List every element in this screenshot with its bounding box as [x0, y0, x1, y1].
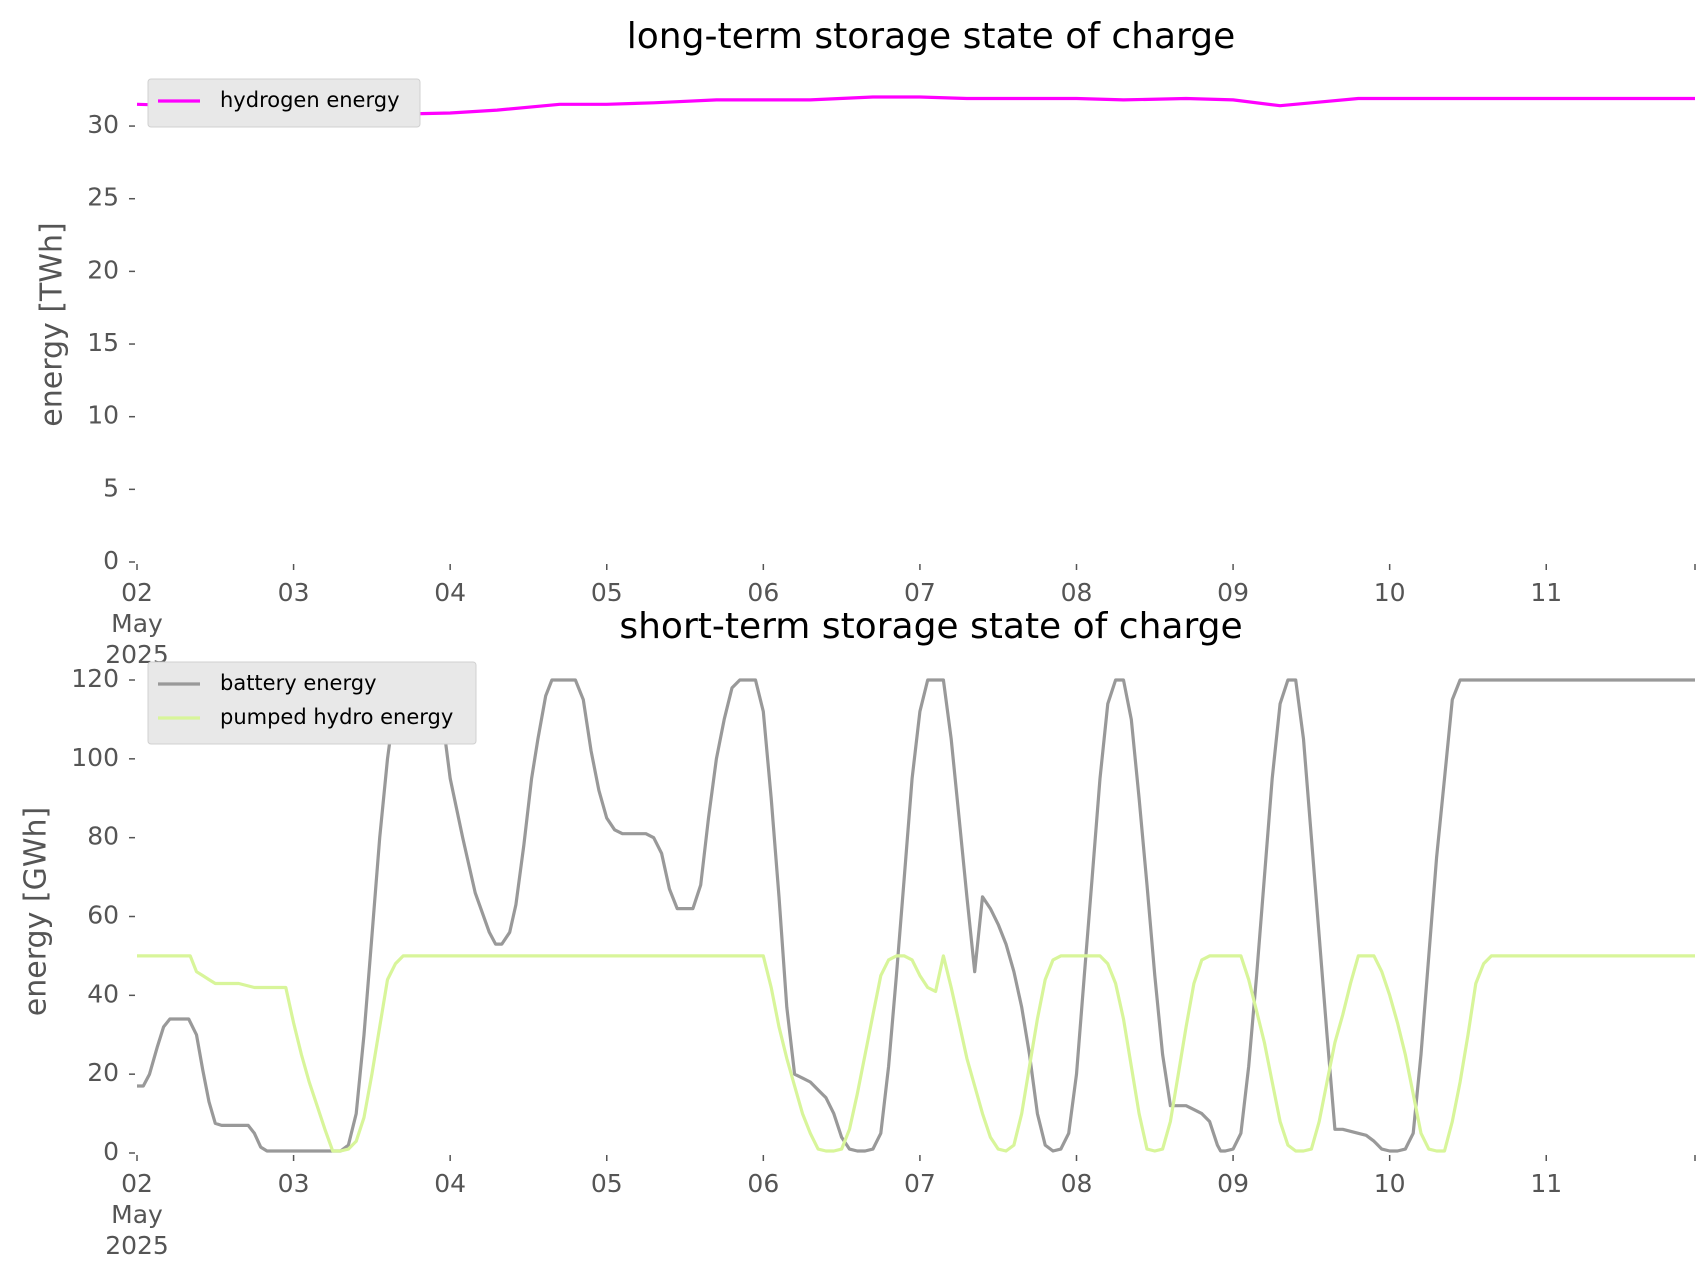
x-tick-label: 03 — [278, 578, 310, 607]
y-axis-label: energy [TWh] — [35, 222, 70, 426]
legend-label: hydrogen energy — [220, 88, 400, 112]
y-tick-label: 25 — [87, 183, 119, 212]
x-tick-label: 08 — [1061, 578, 1093, 607]
x-tick-label: 05 — [591, 1169, 623, 1198]
y-tick-label: 120 — [71, 664, 119, 693]
legend: hydrogen energy — [147, 78, 421, 128]
x-tick-label: 11 — [1530, 578, 1562, 607]
x-tick-label: 09 — [1217, 1169, 1249, 1198]
legend-box — [147, 78, 421, 128]
y-tick-label: 20 — [87, 1058, 119, 1087]
series-line-battery-energy — [137, 678, 1695, 1153]
x-tick-label: May — [111, 1200, 163, 1229]
y-tick-label: 5 — [103, 473, 119, 502]
x-tick-label: 2025 — [105, 1231, 169, 1260]
chart-title: long-term storage state of charge — [627, 16, 1235, 57]
legend-label: battery energy — [220, 671, 377, 695]
x-tick-label: 06 — [747, 1169, 779, 1198]
x-tick-label: 07 — [904, 1169, 936, 1198]
x-tick-label: 03 — [278, 1169, 310, 1198]
chart-panel-1: long-term storage state of charge0510152… — [35, 16, 1696, 669]
y-axis-label: energy [GWh] — [19, 807, 54, 1016]
y-tick-label: 100 — [71, 743, 119, 772]
x-tick-label: 04 — [434, 578, 466, 607]
y-tick-label: 80 — [87, 822, 119, 851]
y-tick-label: 10 — [87, 401, 119, 430]
chart-panel-2: short-term storage state of charge020406… — [19, 606, 1696, 1260]
x-tick-label: 09 — [1217, 578, 1249, 607]
x-tick-label: 10 — [1374, 1169, 1406, 1198]
x-tick-label: 02 — [121, 1169, 153, 1198]
x-tick-label: 08 — [1061, 1169, 1093, 1198]
legend: battery energy pumped hydro energy — [147, 661, 477, 745]
x-tick-label: 07 — [904, 578, 936, 607]
y-tick-label: 15 — [87, 328, 119, 357]
x-tick-label: 11 — [1530, 1169, 1562, 1198]
chart-title: short-term storage state of charge — [619, 606, 1242, 647]
y-tick-label: 30 — [87, 110, 119, 139]
y-tick-label: 0 — [103, 546, 119, 575]
x-tick-label: 04 — [434, 1169, 466, 1198]
y-tick-label: 40 — [87, 979, 119, 1008]
y-tick-label: 20 — [87, 255, 119, 284]
legend-label: pumped hydro energy — [220, 705, 453, 729]
y-tick-label: 0 — [103, 1137, 119, 1166]
x-tick-label: 05 — [591, 578, 623, 607]
legend-box — [147, 661, 477, 745]
x-tick-label: 10 — [1374, 578, 1406, 607]
x-tick-label: 02 — [121, 578, 153, 607]
x-tick-label: May — [111, 609, 163, 638]
y-tick-label: 60 — [87, 901, 119, 930]
x-tick-label: 06 — [747, 578, 779, 607]
series-line-pumped-hydro-energy — [137, 954, 1695, 1153]
